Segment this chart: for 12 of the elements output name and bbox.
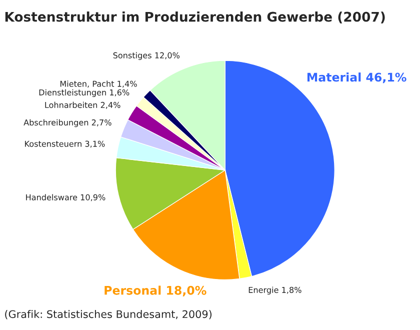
text: (Grafik: Statistisches Bundesamt, 2009) bbox=[5, 310, 212, 320]
slice-label: Energie 1,8% bbox=[248, 286, 302, 295]
slice-label: Mieten, Pacht 1,4% bbox=[60, 80, 137, 88]
slice-label: Sonstiges 12,0% bbox=[113, 52, 180, 60]
slice-label: Kostensteuern 3,1% bbox=[25, 140, 105, 148]
slice-label: Lohnarbeiten 2,4% bbox=[45, 102, 120, 109]
slice-label: Abschreibungen 2,7% bbox=[24, 119, 112, 128]
slice-label: Dienstleistungen 1,6% bbox=[39, 89, 130, 98]
chart-title: Kostenstruktur im Produzierenden Gewerbe (2007) bbox=[5, 12, 385, 24]
slice-label: Personal 18,0% bbox=[104, 286, 206, 296]
slice-label: Material 46,1% bbox=[307, 72, 406, 84]
slice-label: Handelsware 10,9% bbox=[26, 194, 106, 202]
